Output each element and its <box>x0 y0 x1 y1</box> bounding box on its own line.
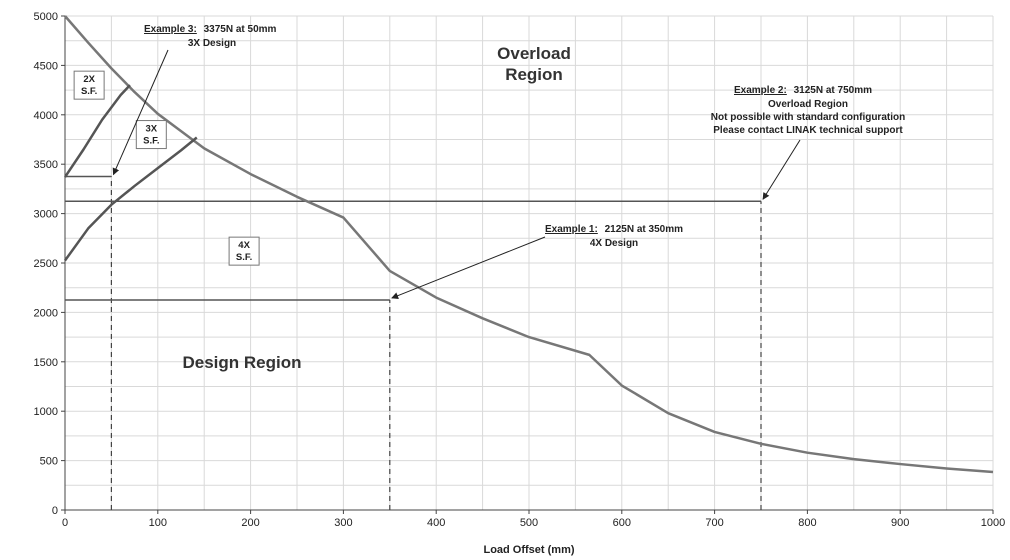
y-tick-label: 4000 <box>34 110 58 122</box>
safety-factor-box-text: 3X <box>145 124 157 135</box>
safety-factor-curve <box>63 84 131 178</box>
safety-factor-curve <box>63 136 198 262</box>
x-tick-label: 700 <box>705 517 723 529</box>
safety-factor-box-frame <box>135 120 167 150</box>
x-tick-label: 300 <box>334 517 352 529</box>
x-tick-label: 200 <box>241 517 259 529</box>
y-tick-label: 4500 <box>34 60 58 72</box>
example-annotations: Example 3: 3375N at 50mm 3X Design Examp… <box>144 24 905 249</box>
design-region-label: Design Region <box>182 353 301 372</box>
x-tick-label: 1000 <box>981 517 1005 529</box>
example-2-line-2: Not possible with standard configuration <box>711 112 905 123</box>
safety-factor-box-frame <box>73 70 105 100</box>
y-tick-label: 1000 <box>34 406 58 418</box>
region-labels: Overload Region Design Region <box>182 44 570 372</box>
x-tick-label: 900 <box>891 517 909 529</box>
capacity-curve <box>64 15 994 474</box>
safety-factor-box: 2XS.F. <box>73 70 105 100</box>
y-tick-label: 3000 <box>34 209 58 221</box>
safety-factor-box-text: S.F. <box>236 252 252 263</box>
x-tick-label: 100 <box>149 517 167 529</box>
safety-factor-boxes: 2XS.F.3XS.F.4XS.F. <box>73 70 260 266</box>
y-tick-label: 3500 <box>34 159 58 171</box>
reference-lines <box>65 175 762 510</box>
y-tick-label: 2500 <box>34 258 58 270</box>
example-1-line: 4X Design <box>590 238 638 249</box>
grid <box>64 15 994 511</box>
example-2-line-1: Overload Region <box>768 99 848 110</box>
example-2-heading: Example 2: 3125N at 750mm <box>734 85 872 96</box>
annotation-arrow <box>112 49 169 176</box>
series-lines <box>63 15 994 474</box>
x-tick-label: 800 <box>798 517 816 529</box>
x-tick-label: 0 <box>62 517 68 529</box>
x-axis-title: Load Offset (mm) <box>483 544 574 556</box>
example-1-heading: Example 1: 2125N at 350mm <box>545 224 683 235</box>
tick-labels: 0 100 200 300 400 500 600 700 800 900 1000 0 500 1000… <box>34 11 1006 529</box>
annotation-arrows <box>112 49 801 299</box>
safety-factor-box-text: 4X <box>238 240 250 251</box>
x-tick-label: 600 <box>613 517 631 529</box>
example-3-heading: Example 3: 3375N at 50mm <box>144 24 277 35</box>
y-tick-label: 5000 <box>34 11 58 23</box>
x-tick-label: 500 <box>520 517 538 529</box>
example-2-line-3: Please contact LINAK technical support <box>713 125 903 136</box>
y-tick-label: 0 <box>52 505 58 517</box>
safety-factor-box-frame <box>228 236 260 266</box>
overload-region-label-line1: Overload <box>497 44 571 63</box>
safety-factor-box: 3XS.F. <box>135 120 167 150</box>
annotation-arrow <box>762 139 801 200</box>
safety-factor-box-text: S.F. <box>143 136 159 147</box>
annotation-arrow <box>391 236 546 299</box>
y-tick-label: 1500 <box>34 357 58 369</box>
safety-factor-box-text: S.F. <box>81 86 97 97</box>
overload-region-label-line2: Region <box>505 65 563 84</box>
x-tick-label: 400 <box>427 517 445 529</box>
safety-factor-box: 4XS.F. <box>228 236 260 266</box>
y-tick-label: 2000 <box>34 307 58 319</box>
example-3-line: 3X Design <box>188 38 236 49</box>
y-tick-label: 500 <box>40 456 58 468</box>
safety-factor-box-text: 2X <box>83 74 95 85</box>
